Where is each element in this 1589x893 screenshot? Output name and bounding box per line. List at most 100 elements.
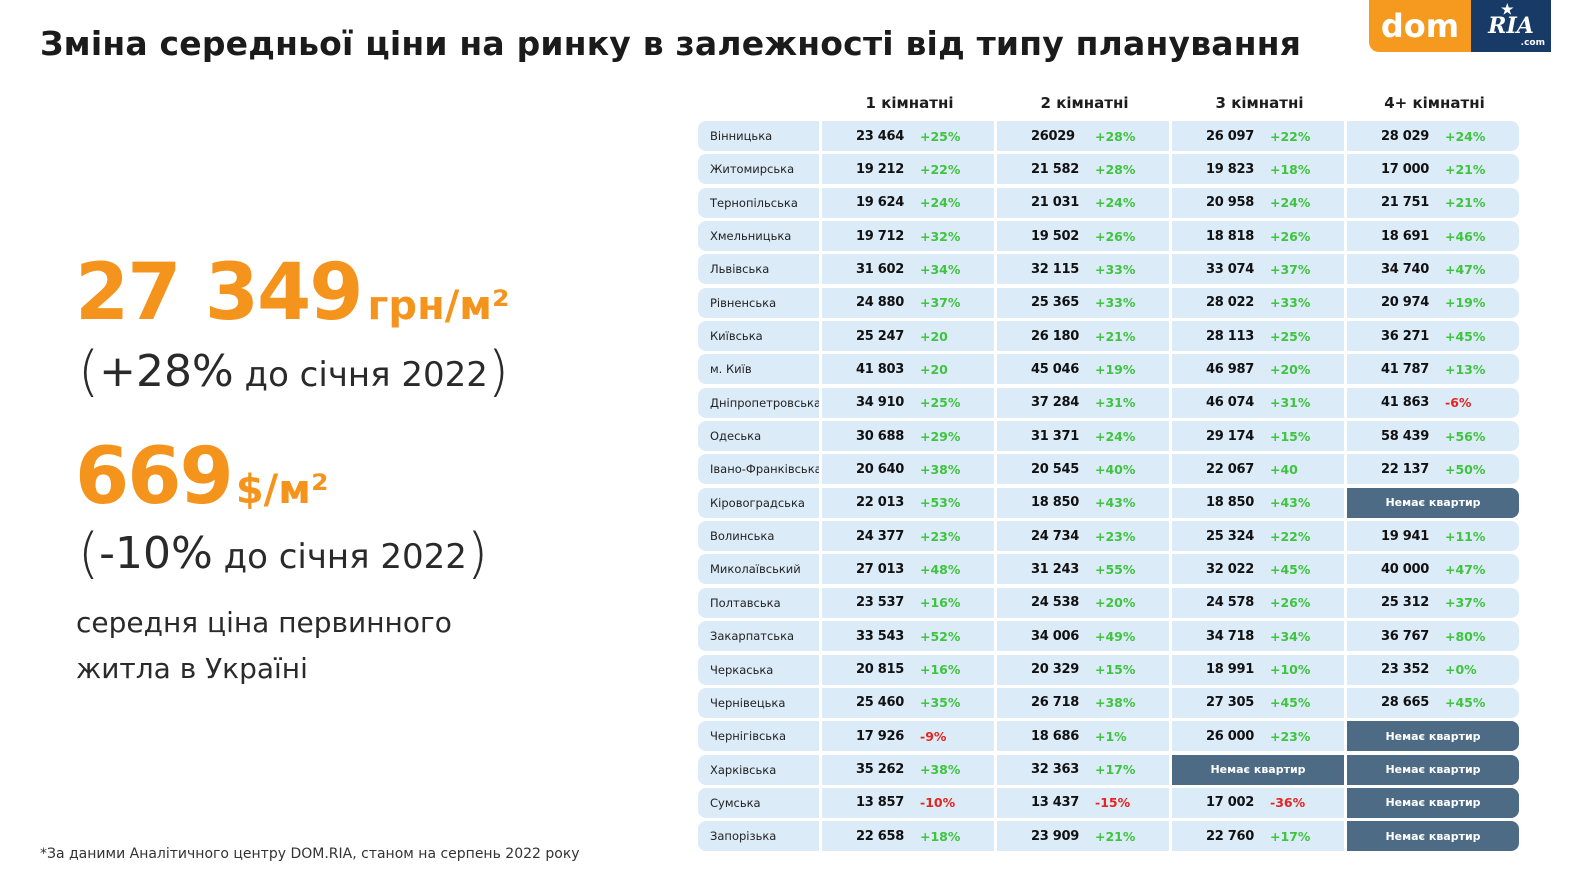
price-cell: 20 815 +16% bbox=[822, 654, 994, 685]
price-cell: 26 180 +21% bbox=[997, 321, 1169, 352]
price-cell: 25 312 +37% bbox=[1347, 587, 1519, 618]
price-value: 13 437 bbox=[1031, 795, 1079, 811]
price-change: +53% bbox=[920, 495, 961, 511]
table-row: Одеська 30 688 +29% 31 371 +24% 29 174 +15% 58 … bbox=[698, 421, 1524, 452]
price-change: +37% bbox=[1270, 261, 1311, 277]
price-value: 25 247 bbox=[856, 328, 904, 344]
price-change: +47% bbox=[1445, 561, 1486, 577]
price-change: +45% bbox=[1270, 695, 1311, 711]
price-change: +28% bbox=[1095, 161, 1136, 177]
price-change: +56% bbox=[1445, 428, 1486, 444]
price-cell: 33 543 +52% bbox=[822, 621, 994, 652]
price-value: 28 665 bbox=[1381, 695, 1429, 711]
price-change: +47% bbox=[1445, 261, 1486, 277]
price-value: 40 000 bbox=[1381, 561, 1429, 577]
price-cell: 31 602 +34% bbox=[822, 254, 994, 285]
price-value: 33 074 bbox=[1206, 261, 1254, 277]
price-change: +15% bbox=[1270, 428, 1311, 444]
price-cell: 24 377 +23% bbox=[822, 521, 994, 552]
region-name: Закарпатська bbox=[698, 621, 819, 652]
price-cell: 18 991 +10% bbox=[1172, 654, 1344, 685]
price-change: +23% bbox=[920, 528, 961, 544]
region-name: Полтавська bbox=[698, 587, 819, 618]
price-cell: 19 941 +11% bbox=[1347, 521, 1519, 552]
price-value: 26 097 bbox=[1206, 128, 1254, 144]
price-value: 13 857 bbox=[856, 795, 904, 811]
price-value: 19 712 bbox=[856, 228, 904, 244]
price-cell: 22 137 +50% bbox=[1347, 454, 1519, 485]
price-cell: 30 688 +29% bbox=[822, 421, 994, 452]
price-value: 24 538 bbox=[1031, 595, 1079, 611]
price-change: -9% bbox=[920, 728, 947, 744]
price-value: 20 640 bbox=[856, 461, 904, 477]
table-row: Рівненська 24 880 +37% 25 365 +33% 28 022 +33%… bbox=[698, 287, 1524, 318]
region-name: Житомирська bbox=[698, 154, 819, 185]
region-name: Львівська bbox=[698, 254, 819, 285]
price-value: 18 850 bbox=[1031, 495, 1079, 511]
price-cell: 58 439 +56% bbox=[1347, 421, 1519, 452]
price-change: +23% bbox=[1095, 528, 1136, 544]
price-change: +38% bbox=[920, 762, 961, 778]
price-cell: 28 029 +24% bbox=[1347, 121, 1519, 151]
price-change: +45% bbox=[1445, 695, 1486, 711]
price-cell: 26 097 +22% bbox=[1172, 121, 1344, 151]
price-cell: 20 958 +24% bbox=[1172, 187, 1344, 218]
price-value: 18 991 bbox=[1206, 662, 1254, 677]
price-change: +45% bbox=[1270, 561, 1311, 577]
price-change: +26% bbox=[1270, 595, 1311, 611]
price-change: +23% bbox=[1270, 728, 1311, 744]
price-change: +34% bbox=[920, 261, 961, 277]
region-name: Вінницька bbox=[698, 121, 819, 151]
price-cell: 24 880 +37% bbox=[822, 287, 994, 318]
price-change: +20% bbox=[1095, 595, 1136, 611]
price-change: +24% bbox=[1270, 195, 1311, 211]
no-flats-cell: Немає квартир bbox=[1347, 754, 1519, 785]
price-change: +33% bbox=[1095, 295, 1136, 311]
price-value: 22 760 bbox=[1206, 828, 1254, 844]
price-value: 19 823 bbox=[1206, 161, 1254, 177]
domria-logo[interactable]: dom ★ RIA .com bbox=[1369, 0, 1551, 52]
price-value: 22 658 bbox=[856, 828, 904, 844]
price-cell: 35 262 +38% bbox=[822, 754, 994, 785]
price-change: +24% bbox=[920, 195, 961, 211]
price-value: 26 000 bbox=[1206, 728, 1254, 744]
table-row: Чернігівська 17 926 -9% 18 686 +1% 26 000 +23%… bbox=[698, 721, 1524, 752]
price-cell: 25 460 +35% bbox=[822, 687, 994, 718]
price-change: +40% bbox=[1095, 461, 1136, 477]
price-change: +22% bbox=[1270, 528, 1311, 544]
price-change: +35% bbox=[920, 695, 961, 711]
table-row: Тернопільська 19 624 +24% 21 031 +24% 20 958 +… bbox=[698, 187, 1524, 218]
price-value: 19 624 bbox=[856, 195, 904, 211]
uah-change-close: ) bbox=[487, 340, 509, 403]
no-flats-cell: Немає квартир bbox=[1347, 821, 1519, 852]
table-row: Хмельницька 19 712 +32% 19 502 +26% 18 818 +26… bbox=[698, 221, 1524, 252]
table-row: Дніпропетровська 34 910 +25% 37 284 +31% 46 0… bbox=[698, 387, 1524, 418]
price-cell: 19 502 +26% bbox=[997, 221, 1169, 252]
price-value: 25 324 bbox=[1206, 528, 1254, 544]
header-1-room: 1 кімнатні bbox=[865, 94, 954, 112]
usd-change-pct: -10% bbox=[99, 528, 213, 579]
price-cell: 32 022 +45% bbox=[1172, 554, 1344, 585]
table-row: Черкаська 20 815 +16% 20 329 +15% 18 991 +10% 2… bbox=[698, 654, 1524, 685]
price-cell: 17 926 -9% bbox=[822, 721, 994, 752]
price-change: +22% bbox=[920, 161, 961, 177]
price-cell: 27 305 +45% bbox=[1172, 687, 1344, 718]
price-value: 19 212 bbox=[856, 161, 904, 177]
logo-ria-part: ★ RIA .com bbox=[1471, 0, 1551, 52]
price-change: +52% bbox=[920, 628, 961, 644]
price-change: +26% bbox=[1270, 228, 1311, 244]
price-value: 30 688 bbox=[856, 428, 904, 444]
price-change: +80% bbox=[1445, 628, 1486, 644]
price-value: 23 909 bbox=[1031, 828, 1079, 844]
usd-value: 669 bbox=[75, 432, 234, 522]
price-change: +19% bbox=[1095, 361, 1136, 377]
price-cell: 19 624 +24% bbox=[822, 187, 994, 218]
price-value: 21 751 bbox=[1381, 195, 1429, 211]
table-row: Чернівецька 25 460 +35% 26 718 +38% 27 305 +45… bbox=[698, 687, 1524, 718]
header-4-room: 4+ кімнатні bbox=[1384, 94, 1485, 112]
price-cell: 25 324 +22% bbox=[1172, 521, 1344, 552]
usd-change-text: до січня 2022 bbox=[212, 537, 467, 577]
price-cell: 41 787 +13% bbox=[1347, 354, 1519, 385]
price-value: 31 371 bbox=[1031, 428, 1079, 444]
price-value: 36 767 bbox=[1381, 628, 1429, 644]
